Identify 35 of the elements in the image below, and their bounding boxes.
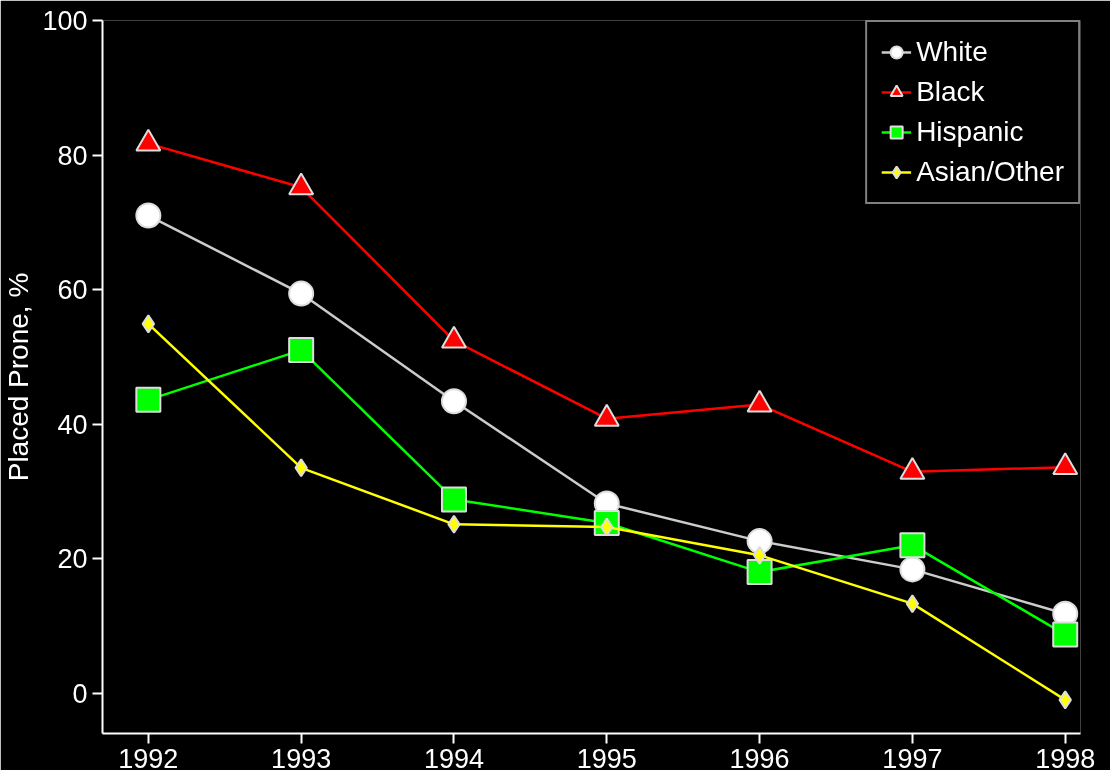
x-tick-label: 1996 bbox=[729, 743, 790, 774]
point bbox=[135, 386, 162, 413]
y-axis-title: Placed Prone, % bbox=[3, 272, 35, 482]
point bbox=[899, 532, 926, 559]
point bbox=[905, 594, 920, 614]
legend-label: Hispanic bbox=[916, 116, 1024, 148]
point bbox=[141, 314, 156, 334]
legend-label: Black bbox=[916, 76, 985, 108]
legend-label: Asian/Other bbox=[916, 156, 1064, 188]
point bbox=[447, 514, 461, 534]
y-tick-label: 100 bbox=[42, 6, 88, 36]
point bbox=[752, 545, 767, 565]
x-tick-label: 1993 bbox=[271, 743, 332, 774]
point bbox=[1058, 690, 1072, 710]
y-tick-label: 80 bbox=[57, 140, 88, 171]
legend-label: White bbox=[916, 36, 988, 68]
point bbox=[288, 337, 315, 364]
y-tick-label: 40 bbox=[57, 409, 88, 440]
x-tick-label: 1992 bbox=[118, 743, 179, 774]
point bbox=[899, 556, 926, 583]
point bbox=[746, 559, 773, 586]
point bbox=[1052, 621, 1079, 648]
x-tick-label: 1994 bbox=[423, 743, 485, 774]
point bbox=[440, 388, 467, 415]
y-tick-label: 20 bbox=[57, 544, 88, 575]
x-tick-label: 1997 bbox=[882, 743, 943, 774]
point bbox=[440, 486, 467, 513]
point bbox=[294, 458, 308, 478]
point bbox=[288, 280, 315, 307]
point bbox=[746, 528, 773, 555]
y-tick-label: 60 bbox=[57, 275, 88, 306]
x-tick-label: 1998 bbox=[1035, 743, 1096, 774]
x-tick-label: 1995 bbox=[576, 743, 637, 774]
y-tick-label: 0 bbox=[72, 678, 88, 709]
point bbox=[135, 202, 162, 229]
